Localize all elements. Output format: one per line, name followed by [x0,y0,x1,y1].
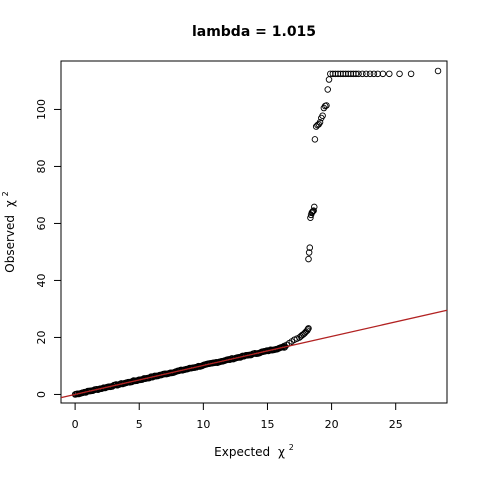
reference-line-layer [60,309,448,399]
data-point [311,136,319,143]
data-point [396,70,403,78]
chart-title: lambda = 1.015 [192,24,316,40]
data-point [307,214,314,221]
x-tick-label: 15 [260,418,274,431]
data-point [374,70,382,78]
data-point [339,70,347,78]
x-axis-label-main: Expected [214,445,270,459]
y-axis: 0 20 40 60 80 100 [35,99,62,398]
data-point [316,119,324,126]
x-axis-label: Expected χ 2 [214,443,294,459]
data-point [305,255,312,263]
data-point [305,249,313,256]
y-axis-label: Observed χ 2 [1,191,17,272]
data-point [310,207,317,214]
data-point [386,70,393,78]
data-point [305,325,312,332]
y-tick-label: 60 [35,216,48,230]
data-point [304,325,312,333]
data-point [352,70,360,78]
data-point [324,86,331,93]
data-point [342,70,349,78]
y-tick-label: 20 [35,330,48,344]
data-point [362,70,370,78]
data-point [329,70,337,78]
data-point [323,102,330,109]
data-point [347,70,355,78]
points-layer [71,67,442,398]
data-point [379,70,387,78]
y-tick-label: 0 [35,391,48,398]
x-axis-label-symbol: χ [278,445,285,459]
data-point [327,70,334,78]
x-tick-label: 10 [196,418,210,431]
data-point [334,70,342,78]
data-point [370,70,378,78]
y-axis-label-main: Observed [3,215,17,273]
reference-line [60,309,448,399]
x-axis: 0 5 10 15 20 25 [72,402,403,431]
x-axis-label-sup: 2 [289,443,294,452]
y-tick-label: 100 [35,99,48,120]
data-point [337,70,344,78]
y-axis-label-sup: 2 [1,191,10,196]
data-point [434,67,442,75]
data-point [407,70,415,78]
data-point [306,244,314,251]
data-point [355,70,362,78]
data-point [332,70,339,78]
x-tick-label: 25 [389,418,403,431]
data-point [350,70,357,78]
data-point [309,207,317,215]
data-point [311,203,318,211]
x-tick-label: 5 [136,418,143,431]
data-point [325,76,333,83]
x-tick-label: 0 [72,418,79,431]
data-point [366,70,374,78]
data-point [345,70,352,78]
data-point [359,70,366,78]
x-tick-label: 20 [325,418,339,431]
y-tick-label: 40 [35,273,48,287]
data-point [319,112,326,119]
y-tick-label: 80 [35,159,48,173]
y-axis-label-symbol: χ [3,200,17,207]
